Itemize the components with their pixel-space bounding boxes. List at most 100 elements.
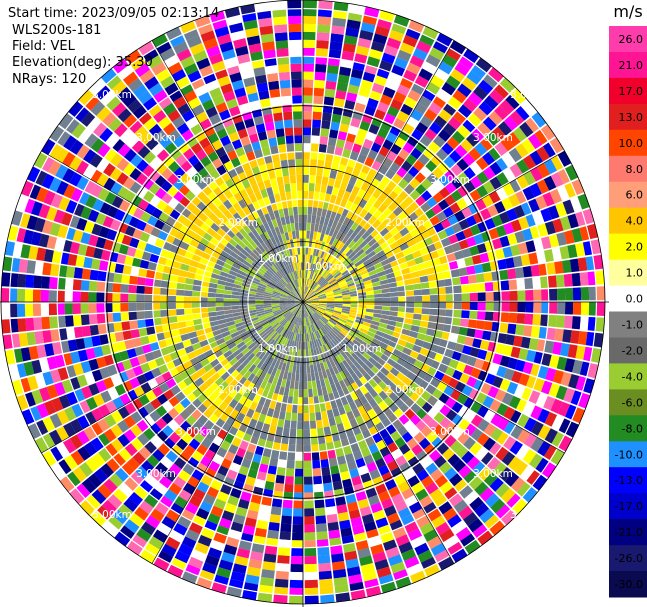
gate	[317, 307, 326, 312]
gate	[98, 404, 111, 418]
gate	[432, 167, 444, 179]
ray	[59, 302, 303, 493]
gate	[127, 204, 138, 216]
gate	[333, 440, 342, 449]
gate	[145, 390, 157, 402]
gate	[181, 509, 195, 521]
gate	[362, 71, 376, 83]
gate	[26, 331, 37, 346]
gate	[126, 246, 137, 257]
gate	[313, 396, 319, 404]
gate	[172, 116, 186, 129]
gate	[410, 325, 420, 333]
gate	[304, 333, 308, 342]
gate	[28, 345, 39, 360]
gate	[103, 239, 114, 251]
gate	[403, 420, 415, 432]
gate	[345, 200, 353, 210]
gate	[287, 303, 296, 306]
gate	[419, 115, 433, 128]
gate	[445, 286, 453, 294]
gate	[354, 532, 367, 542]
gate	[335, 496, 346, 506]
gate	[216, 338, 226, 346]
gate	[168, 288, 177, 296]
gate	[343, 272, 350, 278]
gate	[398, 131, 410, 142]
gate	[405, 284, 414, 291]
gate	[263, 196, 271, 206]
gate	[186, 166, 198, 178]
ray	[303, 302, 604, 348]
gate	[567, 344, 578, 359]
gate	[421, 178, 433, 190]
gate	[93, 247, 104, 259]
gate	[398, 414, 410, 425]
gate	[548, 234, 560, 248]
gate	[253, 66, 266, 77]
gate	[284, 232, 290, 241]
gate	[311, 380, 317, 389]
gate	[252, 280, 260, 285]
gate	[186, 202, 197, 212]
gate	[310, 304, 319, 307]
gate	[516, 482, 531, 497]
gate	[377, 380, 388, 391]
gate	[405, 312, 414, 319]
gate	[326, 263, 333, 271]
gate	[305, 349, 309, 357]
gate	[349, 150, 360, 161]
gate	[293, 357, 298, 366]
gate	[292, 316, 297, 324]
gate	[343, 325, 351, 332]
gate	[377, 127, 389, 139]
gate	[271, 320, 279, 327]
gate	[196, 481, 210, 494]
gate	[571, 316, 581, 330]
gate	[154, 219, 165, 230]
gate	[266, 72, 279, 83]
gate	[288, 294, 296, 299]
gate	[321, 176, 329, 186]
gate	[116, 86, 132, 102]
gate	[204, 377, 215, 388]
gate	[360, 181, 370, 192]
gate	[403, 361, 414, 371]
gate	[271, 304, 280, 307]
gate	[348, 240, 356, 249]
gate	[425, 54, 441, 68]
gate	[383, 396, 394, 407]
gate	[227, 65, 240, 76]
gate	[245, 574, 260, 585]
gate	[210, 273, 220, 280]
gate	[240, 285, 250, 291]
gate	[276, 467, 286, 476]
gate	[80, 232, 91, 245]
gate	[144, 494, 159, 508]
gate	[379, 227, 389, 237]
gate	[271, 0, 286, 10]
gate	[250, 551, 264, 561]
gate	[292, 404, 298, 414]
gate	[207, 297, 216, 302]
gate	[575, 242, 586, 257]
gate	[359, 376, 368, 385]
gate	[298, 389, 303, 398]
ray	[194, 15, 303, 302]
gate	[498, 467, 513, 482]
gate	[116, 253, 127, 264]
gate	[522, 487, 538, 503]
gate	[366, 56, 381, 68]
gate	[361, 231, 370, 240]
gate	[76, 483, 91, 498]
gate	[223, 302, 232, 307]
gate	[520, 465, 535, 481]
gate	[154, 129, 167, 143]
gate	[323, 96, 335, 106]
gate	[294, 143, 303, 152]
gate	[305, 270, 308, 279]
gate	[537, 162, 551, 178]
gate	[241, 358, 250, 367]
gate	[239, 344, 248, 352]
gate	[273, 333, 280, 341]
